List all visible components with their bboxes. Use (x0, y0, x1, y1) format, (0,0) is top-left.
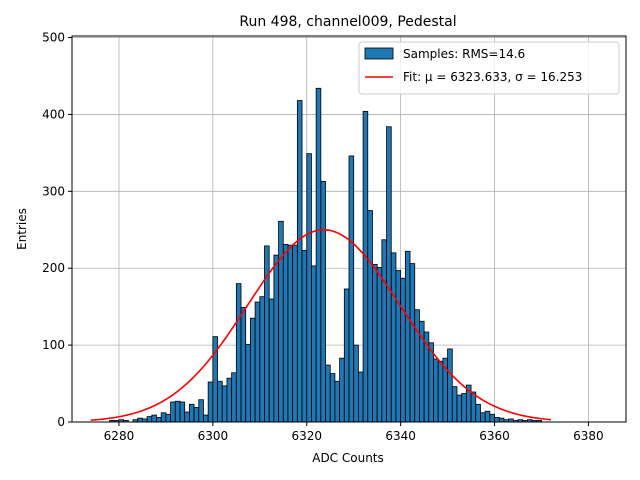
histogram-bar (456, 394, 463, 423)
histogram-bar (334, 380, 341, 423)
histogram-bar (254, 301, 261, 423)
chart-title: Run 498, channel009, Pedestal (239, 14, 456, 30)
histogram-bar (390, 252, 397, 423)
histogram-bar (160, 412, 167, 423)
histogram-bar (498, 417, 505, 423)
legend-samples-swatch (364, 47, 394, 60)
histogram-bar (188, 403, 195, 423)
histogram-bar (315, 87, 322, 423)
y-tick-label: 200 (42, 261, 65, 275)
histogram-bar (170, 401, 176, 423)
histogram-bars (109, 87, 542, 423)
histogram-bar (372, 263, 378, 423)
y-axis-ticks: 0 100 200 300 400 500 (42, 31, 72, 429)
histogram-bar (329, 373, 336, 423)
histogram-bar (301, 250, 308, 423)
histogram-bar (306, 153, 312, 423)
histogram-bar (156, 416, 162, 423)
histogram-bar (461, 393, 467, 423)
histogram-bar (179, 401, 186, 423)
histogram-bar (198, 399, 204, 423)
histogram-bar (381, 239, 387, 423)
histogram-bar (447, 348, 453, 423)
gaussian-fit-curve (90, 228, 551, 421)
histogram-bar (409, 263, 416, 423)
histogram-bar (400, 277, 406, 423)
histogram-bar (282, 243, 289, 423)
histogram-bar (414, 309, 420, 423)
y-tick-label: 100 (42, 338, 65, 352)
x-axis-ticks: 6280 6300 6320 6340 6360 6380 (104, 422, 604, 443)
x-tick-label: 6320 (291, 429, 322, 443)
histogram-bar (296, 100, 303, 423)
histogram-bar (268, 298, 275, 423)
histogram-bar (437, 360, 444, 423)
histogram-bar (470, 391, 477, 423)
histogram-bar (475, 403, 481, 423)
x-axis-label: ADC Counts (312, 451, 384, 465)
x-tick-label: 6360 (479, 429, 510, 443)
legend-samples-label: Samples: RMS=14.6 (403, 47, 525, 61)
histogram-bar (428, 342, 434, 423)
histogram-bar (184, 411, 190, 423)
y-tick-label: 500 (42, 31, 65, 45)
y-tick-label: 0 (57, 415, 65, 429)
x-tick-label: 6340 (385, 429, 416, 443)
histogram-bar (287, 244, 294, 423)
histogram-bar (137, 417, 143, 423)
legend: Samples: RMS=14.6 Fit: μ = 6323.633, σ =… (358, 41, 620, 95)
histogram-bar (362, 110, 369, 423)
histogram-bar (376, 267, 383, 423)
histogram-bar (357, 371, 364, 423)
histogram-bar (494, 416, 500, 423)
histogram-bar (489, 413, 495, 423)
x-tick-label: 6280 (104, 429, 135, 443)
histogram-bar (353, 344, 359, 423)
legend-box (358, 41, 620, 95)
histogram-bar (151, 414, 157, 423)
histogram-bar (395, 270, 402, 423)
histogram-bar (174, 400, 181, 423)
histogram-bar (367, 210, 373, 423)
histogram-bar (339, 357, 345, 423)
histogram-bar (250, 317, 256, 423)
histogram-bar (221, 385, 228, 423)
histogram-bar (325, 364, 331, 423)
histogram-bar (484, 410, 491, 423)
histogram-bar (240, 307, 247, 423)
legend-fit-label: Fit: μ = 6323.633, σ = 16.253 (403, 70, 582, 84)
histogram-bar (226, 377, 233, 423)
x-tick-label: 6300 (198, 429, 229, 443)
plot-frame (71, 35, 627, 423)
histogram-bar (203, 414, 209, 423)
histogram-bar (146, 416, 153, 423)
histogram-bar (245, 343, 251, 423)
histogram-bar (451, 386, 458, 423)
x-tick-label: 6380 (573, 429, 604, 443)
histogram-bar (433, 358, 439, 423)
histogram-bar (404, 250, 411, 423)
histogram-bar (311, 265, 317, 423)
histogram-bar (235, 283, 242, 423)
histogram-bar (207, 381, 214, 423)
histogram-bar (348, 155, 355, 423)
histogram-bar (292, 244, 298, 423)
histogram-bar (259, 296, 265, 423)
y-tick-label: 300 (42, 184, 65, 198)
histogram-bar (273, 254, 279, 423)
histogram-bar (480, 412, 486, 423)
histogram-bar (231, 372, 237, 423)
histogram-bar (193, 406, 200, 423)
histogram-bar (264, 245, 270, 423)
histogram-bar (165, 413, 171, 423)
histogram-bar (278, 220, 284, 423)
y-tick-label: 400 (42, 107, 65, 121)
histogram-bar (386, 126, 392, 423)
histogram-bar (320, 180, 326, 423)
y-axis-label: Entries (15, 208, 29, 250)
histogram-bar (343, 288, 350, 423)
histogram-bar (217, 380, 223, 423)
